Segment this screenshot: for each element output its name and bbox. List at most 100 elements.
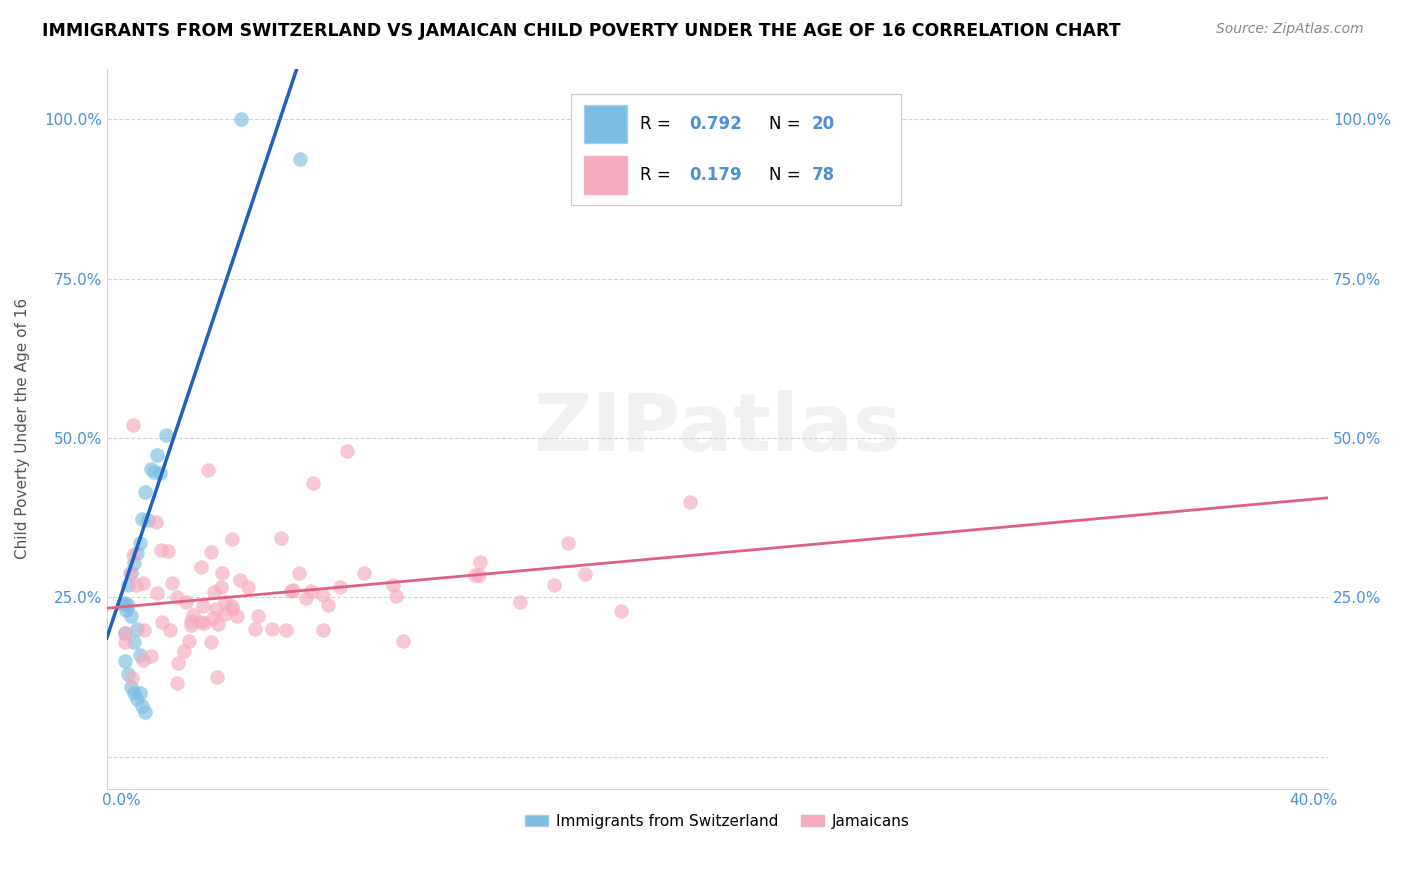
Point bbox=[270, 531, 292, 545]
Point bbox=[221, 599, 243, 614]
Point bbox=[190, 559, 212, 574]
Point bbox=[180, 614, 202, 628]
Point bbox=[468, 555, 491, 569]
Point bbox=[381, 578, 404, 592]
Point bbox=[141, 649, 163, 664]
Point bbox=[176, 594, 198, 608]
Point bbox=[214, 595, 236, 609]
Point bbox=[294, 591, 316, 605]
Point bbox=[247, 609, 270, 624]
Point bbox=[391, 633, 413, 648]
Point bbox=[557, 536, 579, 550]
Point bbox=[211, 566, 233, 580]
Point bbox=[312, 588, 335, 602]
Point bbox=[128, 686, 150, 700]
Point bbox=[190, 615, 212, 629]
Point bbox=[122, 686, 145, 700]
Point bbox=[122, 557, 145, 571]
Point bbox=[205, 669, 228, 683]
Point bbox=[146, 586, 169, 600]
Point bbox=[610, 604, 633, 618]
Point bbox=[166, 590, 188, 604]
Point bbox=[114, 626, 136, 640]
Text: IMMIGRANTS FROM SWITZERLAND VS JAMAICAN CHILD POVERTY UNDER THE AGE OF 16 CORREL: IMMIGRANTS FROM SWITZERLAND VS JAMAICAN … bbox=[42, 22, 1121, 40]
Point bbox=[117, 598, 139, 612]
Point bbox=[260, 622, 283, 636]
Point bbox=[238, 580, 260, 594]
Point bbox=[121, 671, 143, 685]
Point bbox=[679, 495, 702, 509]
Point bbox=[117, 578, 139, 592]
Text: Source: ZipAtlas.com: Source: ZipAtlas.com bbox=[1216, 22, 1364, 37]
Point bbox=[181, 607, 204, 622]
Point bbox=[125, 578, 148, 592]
Point bbox=[131, 653, 153, 667]
Point bbox=[149, 466, 172, 480]
Point bbox=[125, 622, 148, 636]
Point bbox=[132, 576, 155, 591]
Point bbox=[193, 616, 215, 631]
Point bbox=[276, 623, 298, 637]
Point bbox=[225, 609, 247, 624]
Point bbox=[336, 443, 359, 458]
Point bbox=[207, 617, 229, 632]
Point bbox=[200, 635, 222, 649]
Point bbox=[118, 566, 141, 580]
Point bbox=[290, 153, 312, 167]
Point bbox=[145, 516, 167, 530]
Point bbox=[120, 609, 142, 624]
Point bbox=[280, 583, 302, 598]
Point bbox=[385, 589, 408, 603]
Point bbox=[120, 680, 142, 694]
Point bbox=[143, 465, 166, 479]
Point bbox=[179, 633, 201, 648]
Point bbox=[229, 573, 252, 587]
Point bbox=[329, 580, 352, 594]
Point bbox=[131, 512, 153, 526]
Point bbox=[121, 548, 143, 562]
Point bbox=[138, 513, 160, 527]
Point bbox=[122, 418, 145, 433]
Point bbox=[180, 618, 202, 632]
Point bbox=[221, 601, 243, 615]
Point bbox=[281, 582, 304, 597]
Text: ZIPatlas: ZIPatlas bbox=[533, 390, 901, 467]
Point bbox=[209, 580, 232, 594]
Point bbox=[115, 603, 138, 617]
Point bbox=[122, 635, 145, 649]
Point bbox=[134, 484, 156, 499]
Point bbox=[157, 544, 180, 558]
Point bbox=[543, 578, 565, 592]
Point bbox=[245, 622, 267, 636]
Point bbox=[134, 705, 156, 719]
Point bbox=[312, 623, 335, 637]
Point bbox=[120, 566, 142, 581]
Point bbox=[114, 596, 136, 610]
Point bbox=[214, 607, 236, 622]
Point bbox=[229, 112, 252, 127]
Point bbox=[132, 623, 155, 637]
Point bbox=[150, 615, 173, 630]
Point bbox=[155, 428, 177, 442]
Point bbox=[128, 648, 150, 662]
Point bbox=[141, 462, 163, 476]
Point bbox=[202, 585, 225, 599]
Point bbox=[166, 656, 188, 670]
Y-axis label: Child Poverty Under the Age of 16: Child Poverty Under the Age of 16 bbox=[15, 298, 30, 559]
Point bbox=[463, 568, 485, 582]
Point bbox=[353, 566, 375, 580]
Point bbox=[200, 545, 222, 559]
Point bbox=[125, 546, 148, 560]
Point bbox=[146, 448, 169, 462]
Point bbox=[574, 566, 596, 581]
Point bbox=[197, 463, 219, 477]
Point bbox=[117, 666, 139, 681]
Point bbox=[114, 625, 136, 640]
Point bbox=[159, 623, 181, 637]
Point bbox=[162, 576, 184, 591]
Point bbox=[509, 595, 531, 609]
Point bbox=[202, 610, 225, 624]
Point bbox=[193, 599, 215, 614]
Point bbox=[318, 598, 340, 612]
Point bbox=[114, 635, 136, 649]
